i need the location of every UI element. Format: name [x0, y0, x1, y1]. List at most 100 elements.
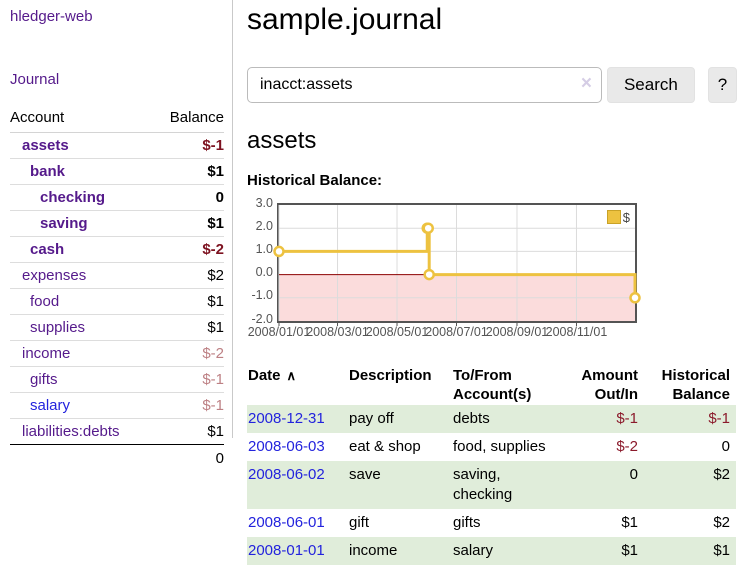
account-heading: assets	[247, 127, 317, 154]
clear-search-icon[interactable]: ×	[580, 73, 592, 94]
register-description: gift	[349, 513, 370, 531]
sidebar-account-row: salary $-1	[10, 392, 224, 419]
sidebar-account-row: bank $1	[10, 158, 224, 185]
register-accounts: food, supplies	[453, 437, 546, 455]
sidebar-account-link-bank[interactable]: bank	[30, 163, 66, 180]
chart-legend: $	[605, 209, 631, 225]
register-balance: $2	[713, 465, 730, 483]
search-button[interactable]: Search	[606, 67, 695, 103]
register-balance: $1	[713, 541, 730, 559]
register-description: pay off	[349, 409, 394, 427]
historical-balance-chart: 3.0 2.0 1.0 0.0 -1.0 -2.0 $ 2008/01/01 2008/03…	[247, 195, 647, 343]
x-axis-tick-label: 2008/09/01	[485, 324, 549, 339]
register-row: 2008-06-03 eat & shop food, supplies $-2 0	[247, 433, 736, 461]
register-date-link[interactable]: 2008-06-02	[248, 465, 325, 483]
sidebar-account-balance: $1	[153, 418, 224, 445]
sidebar-total-row: 0	[10, 445, 224, 473]
y-axis-tick-label: 3.0	[255, 195, 273, 210]
register-amount: $1	[621, 541, 638, 559]
sidebar-account-link-salary[interactable]: salary	[30, 397, 71, 414]
sidebar-account-link-liabilities-debts[interactable]: liabilities:debts	[22, 423, 120, 440]
sidebar-account-balance: 0	[153, 184, 224, 211]
sidebar-account-balance: $-1	[153, 132, 224, 159]
register-header-accounts: To/From Account(s)	[453, 366, 532, 403]
register-header-date[interactable]: Date ∧	[248, 366, 297, 384]
search-form: × Search ?	[247, 67, 737, 103]
sidebar-account-link-expenses[interactable]: expenses	[22, 267, 87, 284]
sidebar-total-balance: 0	[215, 450, 224, 467]
chart-plot-area: $	[273, 202, 641, 326]
sidebar-account-row: liabilities:debts $1	[10, 418, 224, 445]
x-axis-tick-label: 2008/01/01	[247, 324, 311, 339]
sidebar-account-link-checking[interactable]: checking	[40, 189, 106, 206]
app-title-link[interactable]: hledger-web	[10, 8, 93, 25]
register-description: eat & shop	[349, 437, 421, 455]
sidebar-balance-header: Balance	[153, 107, 224, 133]
register-accounts: saving, checking	[453, 465, 513, 503]
register-amount: $-1	[616, 409, 638, 427]
sidebar-account-link-supplies[interactable]: supplies	[30, 319, 86, 336]
x-axis-tick-label: 2008/03/01	[306, 324, 369, 339]
sidebar-account-row: assets $-1	[10, 132, 224, 159]
sidebar-account-balance: $2	[153, 262, 224, 289]
sidebar-account-balance: $1	[153, 158, 224, 185]
sidebar-account-link-assets[interactable]: assets	[22, 137, 69, 154]
sidebar-account-row: food $1	[10, 288, 224, 315]
register-header-balance: Historical Balance	[661, 366, 730, 403]
register-header-amount: Amount Out/In	[581, 366, 638, 403]
register-accounts: salary	[453, 541, 494, 559]
register-accounts: gifts	[453, 513, 481, 531]
register-header-description: Description	[349, 366, 432, 384]
sidebar-account-row: expenses $2	[10, 262, 224, 289]
register-description: income	[349, 541, 398, 559]
y-axis-tick-label: -1.0	[251, 288, 273, 303]
chart-title: Historical Balance:	[247, 171, 383, 189]
y-axis-tick-label: 0.0	[255, 265, 273, 280]
sidebar-account-row: cash $-2	[10, 236, 224, 263]
sidebar-account-header: Account	[10, 107, 154, 133]
search-input[interactable]	[247, 67, 602, 103]
sidebar-account-row: checking 0	[10, 184, 224, 211]
sidebar-account-balance: $-1	[153, 366, 224, 393]
sidebar: hledger-web Journal Account Balance asse…	[0, 0, 233, 467]
sidebar-account-link-food[interactable]: food	[30, 293, 60, 310]
sidebar-account-balance: $1	[153, 314, 224, 341]
sidebar-account-link-saving[interactable]: saving	[40, 215, 88, 232]
register-header-row: Date ∧ Description To/From Account(s) Amo…	[247, 365, 736, 405]
main-content: sample.journal × Search ? assets Histori…	[247, 0, 737, 565]
x-axis-tick-label: 2008/11/01	[545, 324, 608, 339]
register-table: Date ∧ Description To/From Account(s) Amo…	[247, 365, 736, 565]
register-balance: $-1	[708, 409, 730, 427]
register-row: 2008-01-01 income salary $1 $1	[247, 536, 736, 565]
register-date-link[interactable]: 2008-01-01	[248, 541, 325, 559]
register-amount: 0	[629, 465, 638, 483]
sidebar-account-link-gifts[interactable]: gifts	[30, 371, 58, 388]
y-axis-tick-label: -2.0	[251, 311, 273, 326]
y-axis-tick-label: 2.0	[255, 218, 273, 233]
x-axis-tick-label: 2008/05/01	[365, 324, 429, 339]
sidebar-accounts-table: Account Balance assets $-1 bank $1 checking 0…	[10, 107, 224, 472]
sidebar-account-row: saving $1	[10, 210, 224, 237]
x-axis-tick-label: 2008/07/01	[425, 324, 488, 339]
nav-journal-link[interactable]: Journal	[10, 71, 60, 88]
register-balance: 0	[721, 437, 730, 455]
register-accounts: debts	[453, 409, 490, 427]
sidebar-account-row: gifts $-1	[10, 366, 224, 393]
sort-ascending-icon: ∧	[286, 367, 297, 383]
register-date-link[interactable]: 2008-12-31	[248, 409, 325, 427]
register-date-link[interactable]: 2008-06-03	[248, 437, 325, 455]
register-amount: $-2	[616, 437, 638, 455]
register-date-link[interactable]: 2008-06-01	[248, 513, 325, 531]
sidebar-account-balance: $-1	[153, 392, 224, 419]
register-balance: $2	[713, 513, 730, 531]
sidebar-account-balance: $1	[153, 288, 224, 315]
register-row: 2008-06-02 save saving, checking 0 $2	[247, 460, 736, 509]
sidebar-account-link-income[interactable]: income	[22, 345, 71, 362]
help-button[interactable]: ?	[707, 67, 737, 103]
sidebar-account-row: supplies $1	[10, 314, 224, 341]
register-description: save	[349, 465, 381, 483]
sidebar-account-row: income $-2	[10, 340, 224, 367]
sidebar-account-link-cash[interactable]: cash	[30, 241, 65, 258]
sidebar-account-balance: $-2	[153, 340, 224, 367]
register-amount: $1	[621, 513, 638, 531]
